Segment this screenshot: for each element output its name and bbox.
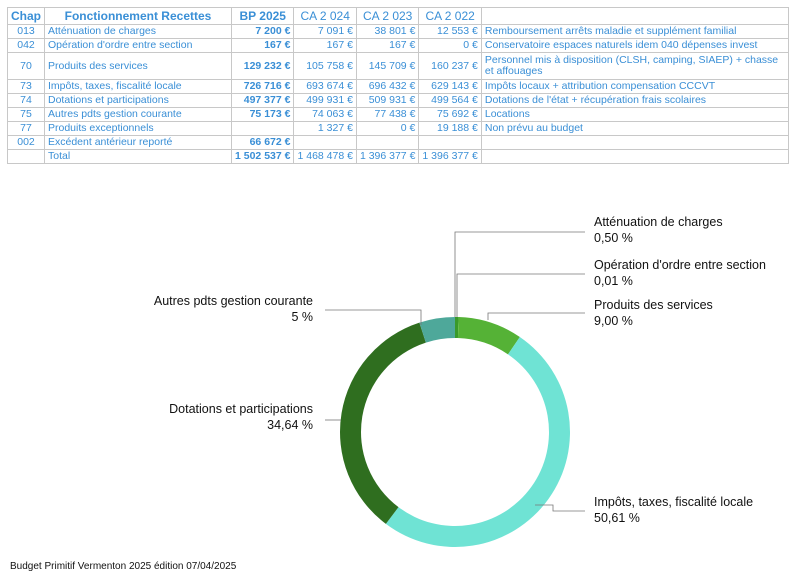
table-row: 74 Dotations et participations 497 377 €49… (7, 93, 789, 108)
cell-ca2024: 1 468 478 € (293, 149, 357, 164)
table-total-row: Total 1 502 537 €1 468 478 €1 396 377 €1 … (7, 149, 789, 164)
slice-label-0: Atténuation de charges 0,50 % (594, 214, 723, 246)
cell-ca2022: 160 237 € (418, 52, 482, 80)
slice-label-5: Autres pdts gestion courante 5 % (154, 293, 313, 325)
cell-ca2024: 105 758 € (293, 52, 357, 80)
table-row: 042 Opération d'ordre entre section 167 €1… (7, 38, 789, 53)
slice-label-percent: 9,00 % (594, 314, 633, 328)
slice-label-3: Impôts, taxes, fiscalité locale 50,61 % (594, 494, 753, 526)
slice-label-4: Dotations et participations 34,64 % (169, 401, 313, 433)
col-header-ca2022: CA 2 022 (418, 7, 482, 25)
cell-label: Autres pdts gestion courante (44, 107, 232, 122)
donut-slice-5 (419, 317, 455, 343)
cell-bp: 129 232 € (230, 52, 295, 80)
cell-comment (480, 149, 789, 164)
donut-slice-4 (340, 322, 426, 524)
leader-line-3 (535, 504, 585, 512)
leader-line-5 (325, 309, 422, 325)
cell-comment: Conservatoire espaces naturels idem 040 … (480, 38, 789, 53)
cell-label: Produits des services (44, 52, 232, 80)
table-row: 73 Impôts, taxes, fiscalité locale 726 716… (7, 79, 789, 94)
donut-slice-0 (455, 317, 459, 339)
cell-comment: Dotations de l'état + récupération frais… (480, 93, 789, 108)
cell-ca2022: 0 € (418, 38, 482, 53)
donut-slice-3 (385, 337, 571, 548)
slice-label-percent: 0,50 % (594, 231, 633, 245)
cell-label: Total (44, 149, 232, 164)
slice-label-1: Opération d'ordre entre section 0,01 % (594, 257, 766, 289)
cell-label: Dotations et participations (44, 93, 232, 108)
slice-label-name: Opération d'ordre entre section (594, 258, 766, 272)
budget-table: Chap Fonctionnement Recettes BP 2025 CA … (7, 7, 789, 164)
leader-line-1 (456, 273, 585, 317)
cell-ca2023: 1 396 377 € (355, 149, 420, 164)
table-row: 002 Excédent antérieur reporté 66 672 € (7, 135, 789, 150)
footer-note: Budget Primitif Vermenton 2025 édition 0… (10, 561, 237, 572)
cell-ca2024: 499 931 € (293, 93, 357, 108)
slice-label-name: Dotations et participations (169, 402, 313, 416)
cell-ca2022: 12 553 € (418, 24, 482, 39)
cell-label: Opération d'ordre entre section (44, 38, 232, 53)
slice-label-name: Autres pdts gestion courante (153, 294, 313, 308)
table-row: 70 Produits des services 129 232 €105 758 … (7, 52, 789, 80)
slice-label-name: Impôts, taxes, fiscalité locale (594, 495, 754, 509)
table-row: 75 Autres pdts gestion courante 75 173 €74… (7, 107, 789, 122)
slice-label-name: Produits des services (594, 298, 713, 312)
cell-chap: 013 (7, 24, 45, 39)
slice-label-2: Produits des services 9,00 % (594, 297, 713, 329)
leader-line-2 (487, 312, 585, 320)
slice-label-percent: 50,61 % (594, 511, 640, 525)
cell-chap: 70 (7, 52, 45, 80)
cell-ca2022: 629 143 € (418, 79, 482, 94)
slice-label-percent: 34,64 % (267, 418, 313, 432)
leader-line-0 (454, 231, 585, 317)
cell-comment: Impôts locaux + attribution compensation… (480, 79, 789, 94)
cell-bp: 75 173 € (230, 107, 295, 122)
slice-label-percent: 5 % (291, 310, 313, 324)
cell-ca2024: 74 063 € (293, 107, 357, 122)
slice-label-percent: 0,01 % (594, 274, 633, 288)
donut-slice-2 (458, 317, 520, 355)
col-header-ca2023: CA 2 023 (355, 7, 420, 25)
cell-ca2022: 1 396 377 € (418, 149, 482, 164)
cell-ca2024: 167 € (293, 38, 357, 53)
cell-bp: 1 502 537 € (230, 149, 295, 164)
slice-label-name: Atténuation de charges (594, 215, 723, 229)
